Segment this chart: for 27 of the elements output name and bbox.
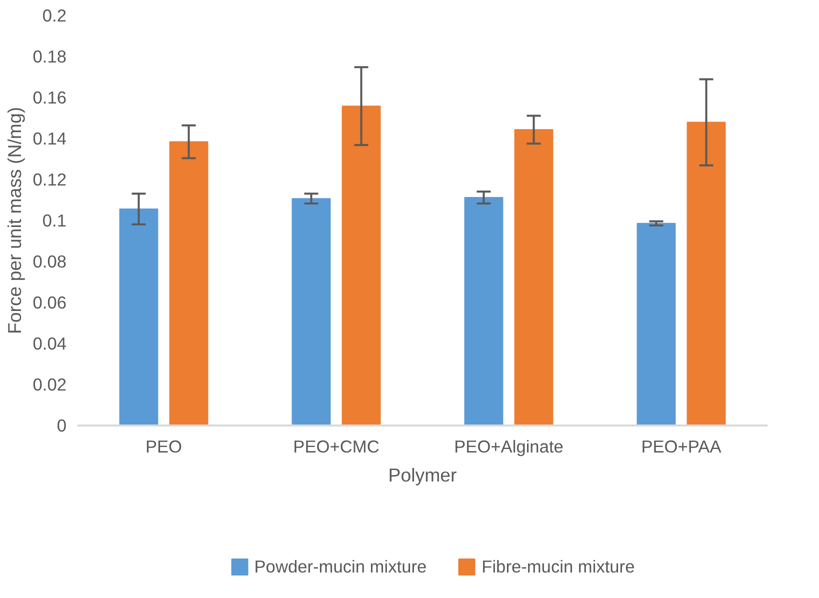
bar <box>464 197 504 426</box>
legend-label: Fibre-mucin mixture <box>482 556 635 578</box>
x-tick-label: PEO+CMC <box>293 436 380 456</box>
bar <box>636 222 676 426</box>
y-tick-label: 0.16 <box>32 88 67 108</box>
x-axis-title: Polymer <box>388 464 457 486</box>
bar <box>169 141 208 426</box>
bar <box>119 208 158 426</box>
x-tick-label: PEO <box>145 436 182 456</box>
bar <box>292 198 331 426</box>
bar <box>514 129 554 426</box>
y-tick-label: 0.14 <box>32 128 67 148</box>
bar <box>342 106 381 426</box>
y-tick-label: 0.06 <box>32 292 67 312</box>
y-axis-title: Force per unit mass (N/mg) <box>4 106 25 334</box>
y-tick-label: 0.04 <box>32 334 67 354</box>
y-tick-label: 0 <box>56 416 67 436</box>
x-tick-label: PEO+Alginate <box>454 436 564 456</box>
bar <box>686 122 726 426</box>
y-tick-label: 0.1 <box>42 210 67 230</box>
legend-label: Powder-mucin mixture <box>254 556 427 578</box>
y-tick-label: 0.2 <box>42 6 67 26</box>
y-tick-label: 0.18 <box>32 46 67 66</box>
y-tick-label: 0.08 <box>32 252 67 272</box>
y-tick-label: 0.02 <box>32 374 67 394</box>
y-tick-label: 0.12 <box>32 170 67 190</box>
x-tick-label: PEO+PAA <box>641 436 722 456</box>
